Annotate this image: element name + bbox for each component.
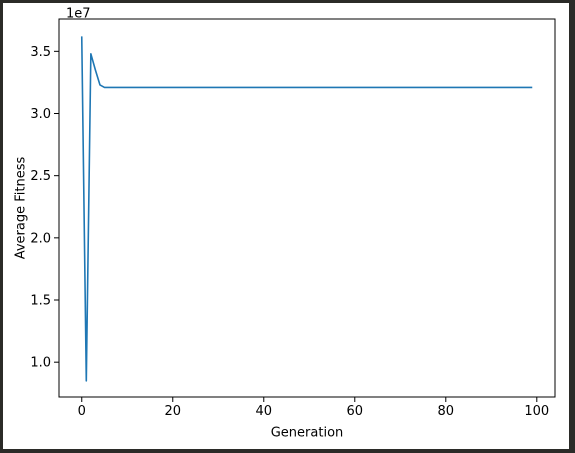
x-tick-label: 60 — [347, 404, 364, 419]
x-tick-label: 40 — [255, 404, 272, 419]
figure: 0 20 40 60 80 100 1.0 1.5 2.0 2.5 3.0 3.5 1e7 Gener… — [3, 3, 569, 449]
x-tick-label: 100 — [524, 404, 549, 419]
x-tick-label: 0 — [78, 404, 86, 419]
axes-frame — [58, 18, 556, 398]
series-line — [80, 36, 533, 382]
line-chart: 0 20 40 60 80 100 1.0 1.5 2.0 2.5 3.0 3.5 1e7 Gener… — [14, 7, 556, 441]
y-tick-label: 3.0 — [30, 107, 51, 122]
y-tick-label: 2.0 — [30, 231, 51, 246]
y-axis-label: Average Fitness — [14, 157, 29, 260]
y-tick-label: 1.5 — [30, 294, 51, 309]
y-tick-label: 1.0 — [30, 356, 51, 371]
y-tick-label: 3.5 — [30, 45, 51, 60]
x-tick-label: 20 — [164, 404, 181, 419]
y-tick-label: 2.5 — [30, 169, 51, 184]
x-tick-label: 80 — [438, 404, 455, 419]
ticks-layer: 0 20 40 60 80 100 1.0 1.5 2.0 2.5 3.0 3.5 — [30, 45, 549, 419]
y-offset-label: 1e7 — [66, 7, 91, 22]
x-axis-label: Generation — [271, 426, 344, 441]
series-layer — [80, 36, 533, 382]
